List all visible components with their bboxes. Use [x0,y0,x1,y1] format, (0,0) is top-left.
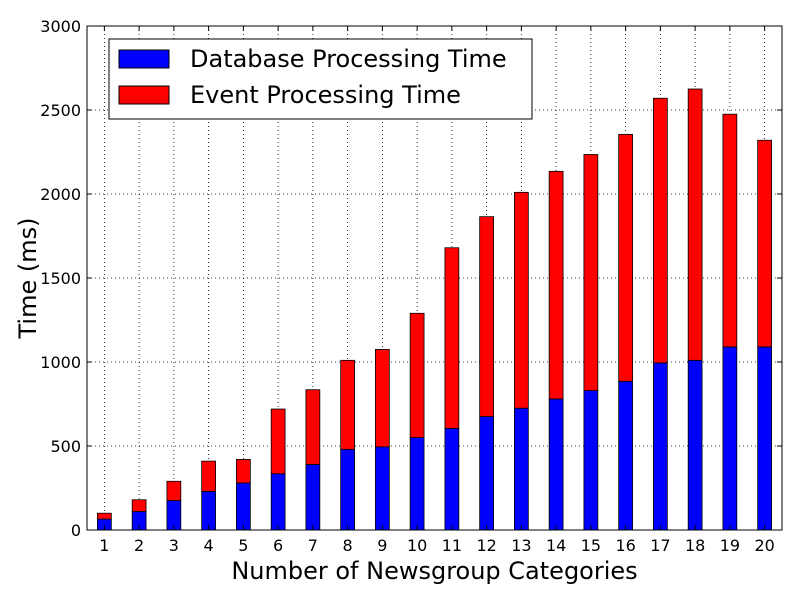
bar-database-9 [375,446,390,531]
bar-database-4 [201,490,216,531]
y-tick-label: 2000 [40,185,81,204]
y-tick-labels: 0 500 1000 1500 2000 2500 3000 [40,17,81,540]
x-tick-label: 16 [615,536,635,555]
y-tick-label: 1500 [40,269,81,288]
bar-database-20 [757,346,772,531]
y-tick-label: 3000 [40,17,81,36]
x-tick-label: 3 [169,536,179,555]
bar-database-5 [236,482,251,531]
bar-database-6 [270,473,286,531]
bar-event-5 [236,459,251,484]
bar-database-8 [340,448,355,531]
bar-database-13 [514,407,529,531]
bar-event-16 [618,133,633,382]
bar-database-11 [444,427,460,531]
bar-event-12 [479,216,494,417]
y-tick-label: 0 [71,521,81,540]
bar-event-6 [270,408,286,475]
y-tick-label: 1000 [40,353,81,372]
legend-box [108,38,533,120]
bar-event-9 [375,348,390,448]
legend-label-event: Event Processing Time [190,81,461,109]
x-tick-label: 15 [581,536,601,555]
x-tick-label: 19 [720,536,740,555]
bar-event-18 [687,88,703,361]
x-tick-label: 12 [476,536,496,555]
x-tick-label: 13 [511,536,531,555]
x-tick-label: 6 [273,536,283,555]
bar-event-13 [514,191,529,409]
x-tick-label: 17 [650,536,670,555]
bar-database-18 [687,359,703,531]
x-tick-label: 10 [407,536,427,555]
legend-label-database: Database Processing Time [190,45,507,73]
bar-database-12 [479,416,494,531]
x-tick-label: 14 [546,536,566,555]
bar-event-17 [653,97,668,364]
x-tick-label: 4 [204,536,214,555]
bar-event-10 [409,312,425,438]
x-tick-label: 5 [238,536,248,555]
bar-database-14 [548,398,564,531]
bar-event-7 [305,389,321,465]
x-tick-label: 7 [308,536,318,555]
x-tick-label: 20 [754,536,774,555]
x-tick-label: 11 [442,536,462,555]
bar-database-15 [583,390,599,531]
y-axis-label: Time (ms) [14,218,42,340]
x-axis-label: Number of Newsgroup Categories [231,557,637,585]
x-tick-label: 1 [99,536,109,555]
bars [97,88,772,531]
bar-event-4 [201,460,216,492]
bar-event-2 [131,499,147,512]
x-tick-label: 18 [685,536,705,555]
x-tick-label: 9 [377,536,387,555]
legend-swatch-database [118,49,170,69]
x-tick-labels: 1 2 3 4 5 6 7 8 9 10 11 12 13 14 15 16 17 18 19 20 [99,536,775,555]
bar-event-8 [340,359,355,450]
bar-database-19 [722,346,738,531]
bar-event-15 [583,154,599,391]
legend-swatch-event [118,85,170,105]
bar-event-14 [548,170,564,400]
x-tick-label: 8 [343,536,353,555]
y-tick-label: 500 [50,437,81,456]
bar-event-20 [757,139,772,348]
bar-database-7 [305,464,321,531]
bar-database-10 [409,437,425,531]
bar-database-17 [653,362,668,531]
x-tick-label: 2 [134,536,144,555]
axis-ticks [87,25,782,531]
bar-database-16 [618,380,633,531]
legend: Database Processing Time Event Processin… [108,38,533,120]
y-tick-label: 2500 [40,101,81,120]
bar-event-1 [97,512,112,520]
bar-event-3 [166,480,182,501]
bar-event-19 [722,113,738,348]
bar-event-11 [444,247,460,429]
